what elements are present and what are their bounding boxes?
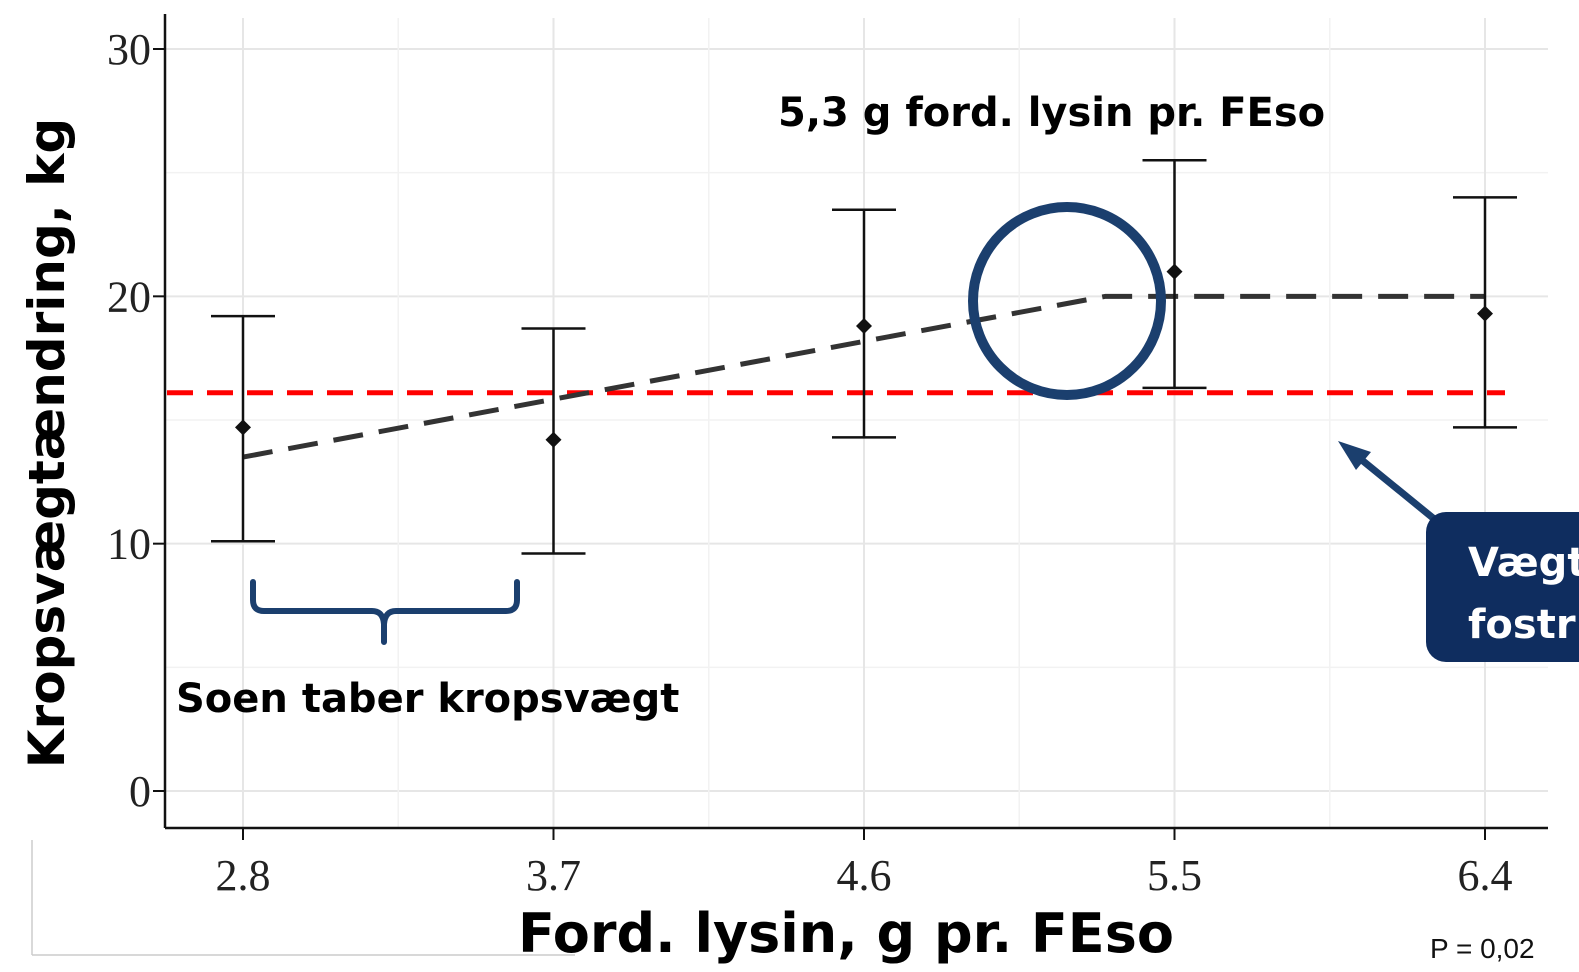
- error-bars: [211, 159, 1517, 555]
- data-point: [856, 318, 872, 335]
- data-point: [235, 419, 251, 436]
- data-point: [1166, 263, 1183, 280]
- callout-line-2: fostr: [1468, 602, 1576, 648]
- y-tick-labels: 0 10 20 30: [107, 25, 151, 816]
- y-tick-label: 0: [129, 767, 151, 816]
- fit-line-group: [242, 293, 1485, 460]
- y-tick-label: 30: [107, 25, 151, 74]
- x-tick-label: 4.6: [837, 851, 892, 900]
- broken-line-fit: [242, 293, 1485, 460]
- y-axis-title: Kropsvægtændring, kg: [18, 118, 76, 768]
- x-tick-label: 2.8: [216, 851, 271, 900]
- axes: [31, 14, 1548, 956]
- x-tick-label: 5.5: [1147, 851, 1202, 900]
- x-tick-label: 3.7: [526, 851, 581, 900]
- data-point: [545, 431, 562, 448]
- data-point: [1477, 305, 1493, 322]
- callout-line-1: Vægt: [1468, 540, 1579, 586]
- p-value: P = 0,02: [1430, 933, 1535, 964]
- grid: [165, 18, 1548, 828]
- annotations: 5,3 g ford. lysin pr. FEso Soen taber kr…: [176, 90, 1579, 964]
- loss-label: Soen taber kropsvægt: [176, 676, 679, 722]
- data-points: [235, 263, 1493, 448]
- breakpoint-highlight-circle: [968, 202, 1166, 400]
- arrow-head-icon: [1338, 441, 1371, 470]
- x-tick-label: 6.4: [1458, 851, 1513, 900]
- y-tick-label: 10: [107, 520, 151, 569]
- callout-box: [1426, 512, 1579, 662]
- breakpoint-label: 5,3 g ford. lysin pr. FEso: [778, 90, 1325, 136]
- brace-icon: [250, 579, 520, 645]
- x-tick-labels: 2.8 3.7 4.6 5.5 6.4: [216, 851, 1513, 900]
- callout-arrow: [1349, 449, 1436, 521]
- x-axis-title: Ford. lysin, g pr. FEso: [518, 902, 1174, 965]
- y-tick-label: 20: [107, 272, 151, 321]
